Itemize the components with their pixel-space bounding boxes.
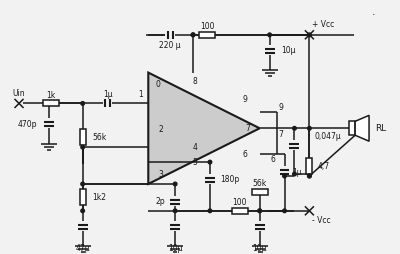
Circle shape: [258, 209, 262, 213]
Text: 1k: 1k: [46, 91, 56, 100]
Circle shape: [293, 126, 296, 130]
Text: 7: 7: [245, 124, 250, 133]
Text: 1: 1: [138, 90, 143, 99]
Circle shape: [308, 126, 311, 130]
Bar: [349, 121, 355, 135]
Circle shape: [81, 145, 84, 149]
Text: 100: 100: [232, 198, 247, 207]
Text: 4: 4: [192, 143, 198, 152]
Text: RL: RL: [375, 124, 386, 133]
Text: 100: 100: [200, 22, 214, 31]
Circle shape: [81, 102, 84, 105]
Text: 180p: 180p: [220, 176, 239, 184]
Polygon shape: [148, 73, 260, 184]
Circle shape: [191, 33, 195, 37]
Bar: [252, 189, 268, 195]
Bar: [80, 189, 86, 205]
Text: 5: 5: [192, 157, 198, 167]
Circle shape: [208, 160, 212, 164]
Text: 1k2: 1k2: [93, 193, 107, 202]
Circle shape: [258, 209, 262, 213]
Text: 4,7: 4,7: [317, 162, 330, 171]
Bar: [80, 129, 86, 145]
Text: 2p: 2p: [156, 197, 165, 206]
Circle shape: [308, 174, 311, 178]
Text: 10µ: 10µ: [168, 244, 182, 253]
Text: 470p: 470p: [18, 120, 37, 129]
Text: 1µ: 1µ: [292, 168, 302, 177]
Bar: [232, 208, 248, 214]
Circle shape: [81, 182, 84, 186]
Circle shape: [268, 33, 271, 37]
Polygon shape: [355, 115, 369, 141]
Text: 56k: 56k: [252, 180, 267, 188]
Circle shape: [81, 209, 84, 213]
Circle shape: [208, 209, 212, 213]
Bar: [43, 100, 59, 106]
Circle shape: [283, 174, 286, 178]
Circle shape: [283, 209, 286, 213]
Text: Uin: Uin: [13, 89, 25, 98]
Text: 2: 2: [158, 125, 163, 134]
Text: 6: 6: [242, 150, 247, 159]
Circle shape: [191, 33, 195, 37]
Text: 3: 3: [158, 169, 163, 179]
Bar: [199, 32, 215, 38]
Text: 7: 7: [278, 130, 283, 139]
Text: 47µ: 47µ: [75, 244, 90, 253]
Text: 6: 6: [270, 155, 275, 164]
Text: + Vcc: + Vcc: [312, 20, 335, 29]
Text: 9: 9: [242, 95, 247, 104]
Circle shape: [293, 172, 296, 176]
Text: 9: 9: [278, 103, 283, 112]
Text: - Vcc: - Vcc: [312, 216, 331, 225]
Text: 0: 0: [156, 80, 161, 89]
Circle shape: [308, 174, 311, 178]
Text: .: .: [372, 7, 376, 17]
Text: 56k: 56k: [93, 133, 107, 142]
Text: 10µ: 10µ: [282, 46, 296, 55]
Text: 10µ: 10µ: [252, 244, 267, 253]
Text: 8: 8: [193, 77, 198, 86]
Bar: [306, 158, 312, 174]
Circle shape: [308, 33, 311, 37]
Text: 220 µ: 220 µ: [159, 41, 181, 50]
Text: 0,047µ: 0,047µ: [314, 132, 341, 141]
Circle shape: [173, 182, 177, 186]
Circle shape: [173, 209, 177, 213]
Text: 1µ: 1µ: [103, 90, 112, 99]
